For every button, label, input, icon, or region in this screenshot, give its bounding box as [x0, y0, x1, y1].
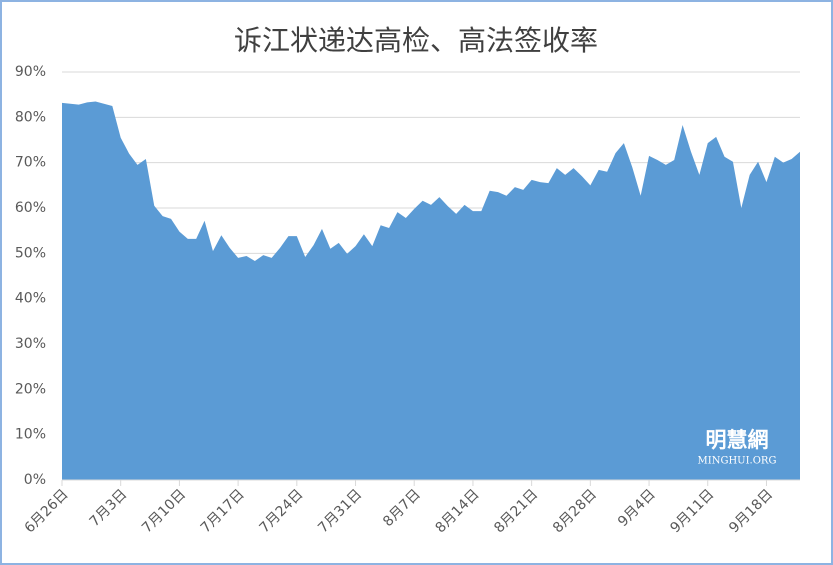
y-tick-label: 10% [15, 427, 46, 443]
chart-title: 诉江状递达高检、高法签收率 [234, 24, 598, 57]
y-tick-label: 20% [15, 381, 46, 397]
y-tick-label: 50% [15, 245, 46, 261]
y-tick-label: 60% [15, 200, 46, 216]
area [62, 101, 800, 480]
watermark-site: MINGHUI.ORG [698, 456, 777, 467]
y-tick-label: 0% [24, 472, 46, 488]
y-tick-label: 70% [15, 155, 46, 171]
y-tick-label: 30% [15, 336, 46, 352]
y-tick-label: 40% [15, 291, 46, 307]
y-tick-label: 90% [15, 64, 46, 80]
watermark-logo: 明慧網 [706, 428, 769, 452]
y-tick-label: 80% [15, 109, 46, 125]
